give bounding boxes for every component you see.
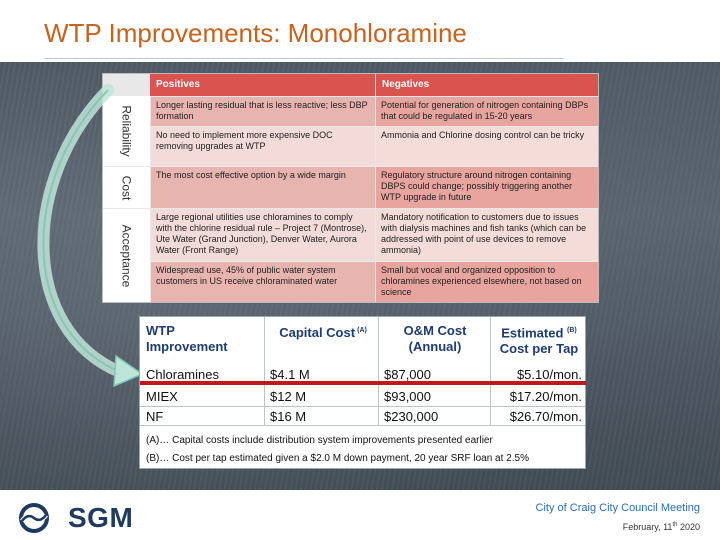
- header-capital-sup: (A): [357, 327, 367, 334]
- table-note: (B)… Cost per tap estimated given a $2.0…: [146, 453, 529, 464]
- header-estimated: Estimated (B) Cost per Tap: [492, 317, 586, 362]
- slide-title: WTP Improvements: Monohloramine: [44, 18, 467, 48]
- header-capital-text: Capital Cost: [279, 325, 356, 341]
- row-divider: [140, 406, 585, 407]
- column-divider: [264, 317, 265, 425]
- header-estimated-rest: Cost per Tap: [499, 341, 579, 357]
- sgm-logo: SGM: [18, 502, 138, 534]
- table-row-tap: $5.10/mon.: [516, 367, 582, 382]
- row-label-cost-text: Cost: [119, 175, 134, 200]
- header-om: O&M Cost (Annual): [380, 317, 490, 362]
- row-label-reliability-text: Reliability: [119, 105, 134, 157]
- table-row-tap: $26.70/mon.: [509, 409, 582, 424]
- header-capital: Capital Cost (A): [266, 317, 378, 362]
- header-improvement: WTP Improvement: [146, 317, 264, 362]
- positive-cell: No need to implement more expensive DOC …: [151, 127, 375, 166]
- table-row-om: $230,000: [384, 409, 439, 424]
- table-row-capital: $4.1 M: [270, 367, 310, 382]
- row-label-cost: Cost: [103, 167, 150, 208]
- date-sup: th: [672, 522, 678, 528]
- header-estimated-sup: (B): [567, 327, 577, 334]
- date-prefix: February, 11: [622, 522, 673, 532]
- row-label-acceptance: Acceptance: [103, 209, 150, 302]
- row-divider: [140, 425, 585, 426]
- column-divider: [490, 317, 491, 425]
- table-row-om: $87,000: [384, 367, 431, 382]
- logo-text: SGM: [68, 502, 134, 533]
- table-note: (A)… Capital costs include distribution …: [146, 435, 493, 446]
- column-divider: [378, 317, 379, 425]
- table-row-om: $93,000: [384, 389, 431, 404]
- positive-cell: Large regional utilities use chloramines…: [151, 209, 375, 261]
- row-label-reliability: Reliability: [103, 96, 150, 166]
- meeting-date: February, 11th 2020: [623, 522, 700, 532]
- header-estimated-text: Estimated: [501, 325, 564, 341]
- title-bar: WTP Improvements: Monohloramine: [0, 0, 720, 62]
- table-row-capital: $12 M: [270, 389, 307, 404]
- table-row-name: MIEX: [146, 389, 178, 404]
- negative-cell: Ammonia and Chlorine dosing control can …: [376, 127, 598, 166]
- positive-cell: Longer lasting residual that is less rea…: [151, 97, 375, 126]
- header-improvement-text: WTP Improvement: [146, 323, 228, 354]
- meeting-name: City of Craig City Council Meeting: [535, 502, 700, 514]
- table-row-tap: $17.20/mon.: [509, 389, 582, 404]
- negative-cell: Regulatory structure around nitrogen con…: [376, 167, 598, 208]
- title-divider: [44, 58, 564, 59]
- date-suffix: 2020: [677, 522, 700, 532]
- header-om-text: O&M Cost (Annual): [403, 323, 467, 354]
- table-row-name: NF: [146, 409, 164, 424]
- negative-cell: Mandatory notification to customers due …: [376, 209, 598, 261]
- table-row-capital: $16 M: [270, 409, 307, 424]
- negative-cell: Small but vocal and organized opposition…: [376, 262, 598, 302]
- footer: [0, 490, 720, 540]
- table-row-name: Chloramines: [146, 367, 219, 382]
- positive-cell: The most cost effective option by a wide…: [151, 167, 375, 208]
- positive-cell: Widespread use, 45% of public water syst…: [151, 262, 375, 302]
- sgm-logo-icon: [19, 503, 49, 533]
- highlight-bar: [140, 381, 586, 385]
- negatives-header: Negatives: [376, 74, 598, 96]
- cost-table: WTP Improvement Capital Cost (A) O&M Cost…: [139, 316, 586, 469]
- row-label-acceptance-text: Acceptance: [119, 224, 134, 287]
- negative-cell: Potential for generation of nitrogen con…: [376, 97, 598, 126]
- pros-cons-table: Positives Negatives Reliability Cost Acc…: [102, 73, 599, 303]
- positives-header: Positives: [150, 74, 375, 96]
